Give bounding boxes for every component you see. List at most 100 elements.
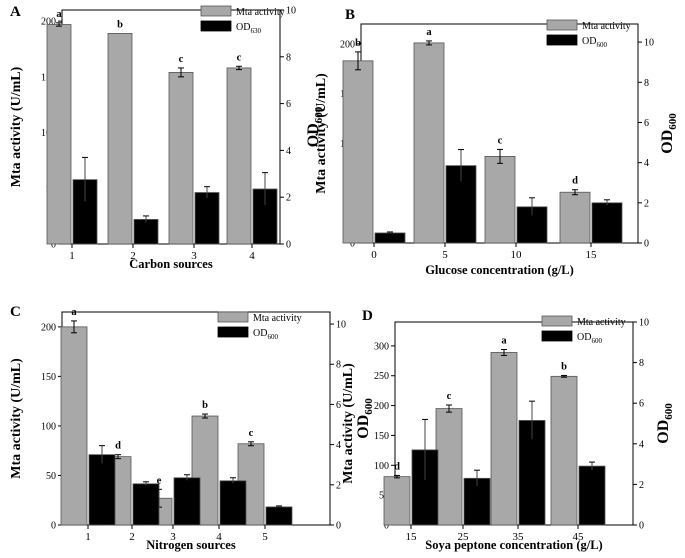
bar-od [132, 483, 160, 526]
y2-axis-label-main: OD [659, 130, 676, 154]
legend-swatch-mta [217, 311, 249, 323]
y2-tick-label: 6 [639, 399, 644, 410]
y2-axis-label: OD600 [355, 398, 375, 439]
y2-tick-label: 4 [644, 158, 649, 169]
y2-tick-label: 0 [644, 239, 649, 250]
y-tick-label: 150 [374, 431, 389, 442]
y-tick-label: 0 [350, 239, 355, 250]
x-axis-label: Nitrogen sources [146, 538, 236, 552]
bar-od [374, 232, 406, 244]
y-tick-label: 200 [340, 39, 355, 50]
x-tick-label: 1 [85, 531, 91, 543]
y2-axis-label-main: OD [655, 420, 672, 444]
x-tick-label: 2 [129, 531, 135, 543]
y2-axis-label: OD600 [655, 403, 675, 444]
x-tick-label: 0 [371, 249, 377, 261]
significance-label: c [237, 52, 242, 63]
panel-label: D [362, 308, 373, 324]
panel-label: C [10, 304, 21, 320]
significance-label: b [355, 38, 361, 49]
chart-panel-a: A05010015020002468101234Carbon sourcesMt… [9, 4, 325, 271]
y2-tick-label: 2 [639, 480, 644, 491]
y-tick-label: 50 [46, 471, 56, 482]
bar-mta [60, 326, 88, 526]
y2-tick-label: 6 [336, 400, 341, 411]
legend-swatch-od [217, 326, 249, 338]
y-axis-label: Mta activity (U/mL) [9, 66, 24, 187]
legend-label-od: OD600 [582, 36, 607, 49]
y2-axis-label-main: OD [355, 415, 372, 439]
y2-tick-label: 0 [639, 521, 644, 532]
y2-tick-label: 4 [639, 439, 644, 450]
legend-od-main: OD [577, 332, 591, 343]
y2-tick-label: 10 [644, 38, 654, 49]
bar-mta [550, 375, 578, 526]
x-tick-label: 1 [69, 250, 75, 262]
legend-swatch-mta [541, 315, 573, 327]
y2-tick-label: 2 [286, 193, 291, 204]
legend-label-od: OD600 [577, 332, 602, 345]
bar-mta [342, 60, 374, 244]
legend: Mta activity OD600 [541, 315, 626, 345]
y2-tick-label: 8 [639, 358, 644, 369]
x-tick-label: 4 [216, 531, 222, 543]
legend-swatch-od [546, 34, 578, 46]
bar-mta [226, 67, 252, 245]
y2-tick-label: 10 [336, 320, 346, 331]
bar-mta [413, 42, 445, 244]
legend-od-sub: 630 [250, 27, 261, 35]
significance-label: c [179, 54, 184, 65]
y2-tick-label: 2 [644, 198, 649, 209]
y-tick-label: 250 [374, 371, 389, 382]
y2-tick-label: 0 [286, 240, 291, 251]
legend-label-mta: Mta activity [253, 313, 302, 324]
significance-label: a [56, 9, 62, 20]
y2-tick-label: 8 [644, 78, 649, 89]
bar-od [133, 219, 159, 245]
y2-tick-label: 2 [336, 480, 341, 491]
significance-label: b [202, 400, 208, 411]
bar-od [88, 454, 116, 526]
y-axis-label: Mta activity (U/mL) [9, 358, 24, 479]
x-axis-label: Carbon sources [129, 257, 213, 271]
bar-mta [107, 33, 133, 245]
x-tick-label: 15 [406, 531, 418, 543]
legend: Mta activity OD630 [200, 5, 285, 35]
legend-label-od: OD630 [236, 22, 261, 35]
significance-label: d [572, 176, 578, 187]
bar-od [219, 480, 247, 526]
y2-axis-label-main: OD [305, 123, 322, 147]
x-tick-label: 4 [249, 250, 255, 262]
significance-label: d [115, 441, 121, 452]
bar-mta [484, 155, 516, 244]
y-tick-label: 200 [41, 17, 56, 28]
significance-label: e [157, 475, 162, 486]
legend-od-main: OD [582, 36, 596, 47]
legend-od-main: OD [253, 328, 267, 339]
x-tick-label: 5 [442, 249, 448, 261]
legend-od-sub: 600 [596, 41, 607, 49]
bar-mta [383, 476, 411, 526]
y2-tick-label: 8 [286, 52, 291, 63]
y-tick-label: 0 [384, 521, 389, 532]
legend: Mta activity OD600 [546, 19, 631, 49]
significance-label: b [117, 19, 123, 30]
y2-tick-label: 6 [644, 118, 649, 129]
x-axis-label: Glucose concentration (g/L) [425, 263, 574, 277]
x-tick-label: 35 [513, 531, 525, 543]
y2-tick-label: 4 [286, 146, 291, 157]
y-tick-label: 300 [374, 341, 389, 352]
legend-swatch-mta [200, 5, 232, 17]
y2-axis-label-sub: 600 [363, 398, 375, 415]
significance-label: a [71, 307, 77, 318]
bar-od [194, 192, 220, 245]
significance-label: a [426, 27, 432, 38]
legend: Mta activity OD600 [217, 311, 302, 341]
y2-axis-label-sub: 600 [313, 106, 325, 123]
x-tick-label: 5 [262, 531, 268, 543]
legend-label-od: OD600 [253, 328, 278, 341]
y-tick-label: 200 [374, 401, 389, 412]
y2-tick-label: 10 [286, 6, 296, 17]
bar-mta [559, 191, 591, 244]
